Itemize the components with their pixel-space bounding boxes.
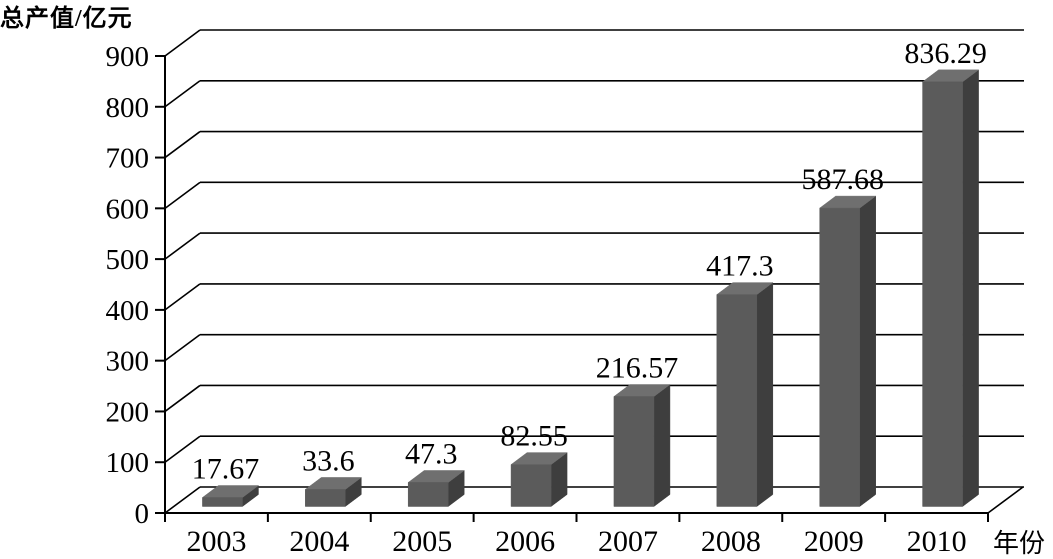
y-axis-title: 总产值/亿元 (0, 6, 133, 32)
y-tick-label-100: 100 (106, 447, 150, 479)
bar-2008 (716, 294, 758, 507)
value-label-2003: 17.67 (192, 453, 260, 486)
y-tick-label-800: 800 (106, 92, 150, 124)
bar-side-2007 (653, 384, 671, 507)
y-tick-label-600: 600 (106, 193, 150, 225)
x-tick-label-2008: 2008 (701, 525, 761, 558)
gridline-diagonal-300 (164, 334, 201, 362)
y-tick-label-200: 200 (106, 396, 150, 428)
gridline-diagonal-500 (164, 232, 201, 260)
gridline-diagonal-200 (164, 384, 201, 413)
x-tick-label-2004: 2004 (289, 525, 349, 558)
bar-side-2008 (756, 282, 774, 507)
bar-2003 (202, 497, 243, 507)
bar-side-2010 (962, 69, 979, 507)
gridline-diagonal-600 (164, 181, 201, 209)
bar-2005 (407, 482, 449, 507)
value-label-2009: 587.68 (801, 163, 884, 196)
value-label-2007: 216.57 (596, 352, 679, 385)
x-tick-label-2003: 2003 (186, 525, 246, 558)
value-label-2006: 82.55 (500, 420, 568, 453)
gridline-diagonal-800 (164, 80, 201, 108)
x-tick-label-2005: 2005 (392, 525, 452, 558)
bar-2009 (819, 207, 860, 507)
x-tick-label-2007: 2007 (598, 525, 658, 558)
y-tick-label-400: 400 (106, 295, 150, 327)
x-axis-title: 年份 (993, 529, 1046, 558)
value-label-2008: 417.3 (706, 250, 774, 283)
gridline-diagonal-900 (164, 29, 201, 57)
bar-side-2009 (859, 195, 876, 507)
y-tick-label-900: 900 (106, 41, 150, 73)
y-tick-label-700: 700 (106, 143, 150, 175)
value-label-2010: 836.29 (904, 37, 987, 70)
gridline-diagonal-400 (164, 283, 201, 311)
y-tick-label-300: 300 (106, 346, 150, 378)
value-label-2004: 33.6 (302, 444, 355, 477)
x-tick-label-2009: 2009 (804, 525, 864, 558)
bar-2007 (613, 396, 655, 507)
gridline-diagonal-100 (164, 435, 201, 463)
floor-right-edge (987, 486, 1024, 514)
bar-2006 (510, 464, 552, 507)
x-tick-label-2010: 2010 (907, 525, 967, 558)
gridline-diagonal-700 (164, 130, 201, 159)
bar-2010 (922, 81, 963, 507)
y-tick-label-0: 0 (135, 498, 150, 530)
value-label-2005: 47.3 (405, 437, 458, 470)
x-tick-label-2006: 2006 (495, 525, 555, 558)
bar-2004 (305, 489, 346, 507)
y-tick-label-500: 500 (106, 244, 150, 276)
gridline-diagonal-0 (164, 486, 201, 514)
